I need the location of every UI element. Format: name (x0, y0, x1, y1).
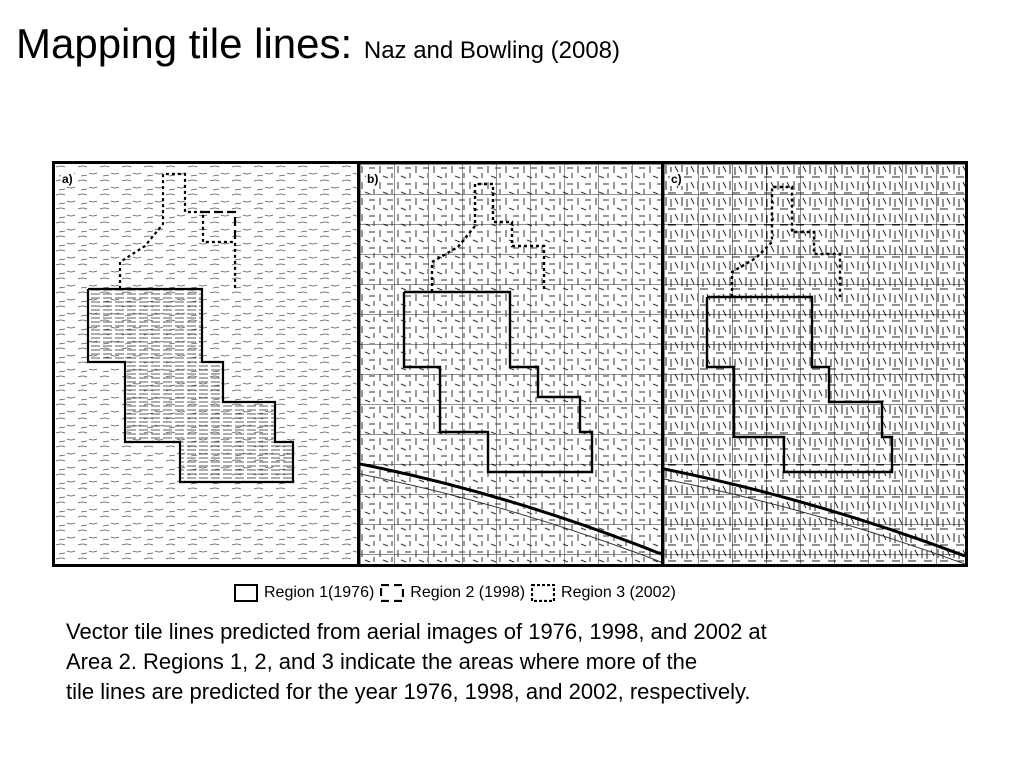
figure-legend: Region 1(1976) Region 2 (1998) Region 3 … (234, 582, 682, 604)
panel-a-label: a) (61, 172, 74, 186)
dashed-box-icon (380, 584, 405, 602)
panel-divider (357, 164, 360, 564)
slide-title: Mapping tile lines: Naz and Bowling (200… (16, 18, 620, 77)
legend-label: Region 3 (2002) (561, 584, 676, 601)
panel-c-map (664, 164, 965, 564)
panel-b-map (360, 164, 661, 564)
dotted-box-icon (531, 584, 556, 602)
panel-c-label: c) (670, 172, 683, 186)
figure-caption: Vector tile lines predicted from aerial … (66, 617, 966, 707)
caption-line: Vector tile lines predicted from aerial … (66, 619, 767, 644)
legend-label: Region 1(1976) (264, 584, 375, 601)
title-sub: Naz and Bowling (2008) (363, 37, 621, 64)
panel-a: a) (55, 164, 357, 564)
legend-label: Region 2 (1998) (410, 584, 526, 601)
legend-item-region-2: Region 2 (1998) (380, 584, 525, 602)
tile-line-figure: a) b) (52, 161, 968, 567)
legend-item-region-3: Region 3 (2002) (531, 584, 676, 602)
solid-box-icon (234, 584, 258, 602)
title-main: Mapping tile lines: (16, 20, 353, 67)
panel-b-label: b) (366, 172, 380, 186)
legend-item-region-1: Region 1(1976) (234, 584, 374, 602)
panel-c: c) (664, 164, 965, 564)
panel-a-map (55, 164, 357, 564)
panel-divider (661, 164, 664, 564)
caption-line: tile lines are predicted for the year 19… (66, 679, 751, 704)
panel-b: b) (360, 164, 661, 564)
caption-line: Area 2. Regions 1, 2, and 3 indicate the… (66, 649, 698, 674)
